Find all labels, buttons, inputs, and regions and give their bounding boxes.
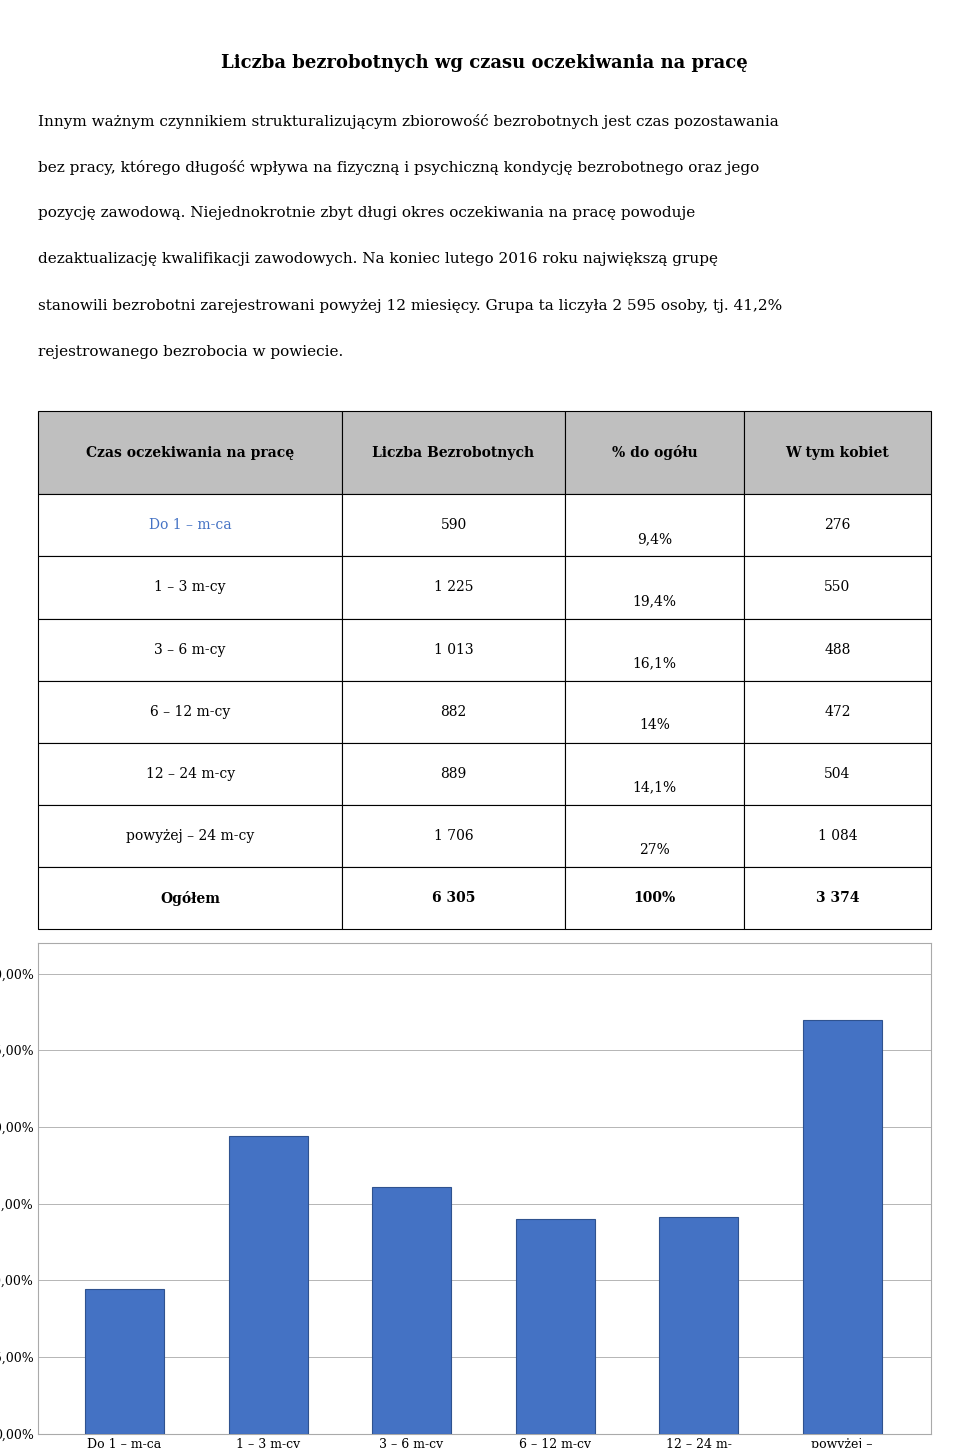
Bar: [372, 1187, 451, 1434]
Text: 19,4%: 19,4%: [633, 594, 677, 608]
Text: Czas oczekiwania na pracę: Czas oczekiwania na pracę: [86, 446, 294, 460]
Bar: [38, 805, 342, 867]
Text: 27%: 27%: [639, 843, 670, 857]
Bar: [38, 618, 342, 681]
Bar: [38, 411, 342, 494]
Bar: [744, 618, 931, 681]
Text: rejestrowanego bezrobocia w powiecie.: rejestrowanego bezrobocia w powiecie.: [38, 345, 344, 359]
Text: Liczba bezrobotnych wg czasu oczekiwania na pracę: Liczba bezrobotnych wg czasu oczekiwania…: [222, 54, 748, 72]
Bar: [342, 556, 565, 618]
Bar: [744, 681, 931, 743]
Bar: [228, 1137, 307, 1434]
Text: W tym kobiet: W tym kobiet: [785, 446, 889, 460]
Text: 488: 488: [825, 643, 851, 656]
Bar: [744, 743, 931, 805]
Bar: [565, 681, 744, 743]
Bar: [565, 618, 744, 681]
Bar: [342, 618, 565, 681]
Text: 14,1%: 14,1%: [633, 780, 677, 795]
Bar: [342, 494, 565, 556]
Bar: [342, 411, 565, 494]
Text: 889: 889: [441, 767, 467, 780]
Text: 590: 590: [441, 518, 467, 533]
Bar: [342, 681, 565, 743]
Text: Ogółem: Ogółem: [160, 891, 220, 905]
Text: dezaktualizację kwalifikacji zawodowych. Na koniec lutego 2016 roku największą g: dezaktualizację kwalifikacji zawodowych.…: [38, 252, 718, 266]
Text: 1 013: 1 013: [434, 643, 473, 656]
Text: stanowili bezrobotni zarejestrowani powyżej 12 miesięcy. Grupa ta liczyła 2 595 : stanowili bezrobotni zarejestrowani powy…: [38, 298, 782, 313]
Bar: [342, 805, 565, 867]
Text: pozycję zawodową. Niejednokrotnie zbyt długi okres oczekiwania na pracę powoduje: pozycję zawodową. Niejednokrotnie zbyt d…: [38, 207, 696, 220]
Text: 3 374: 3 374: [816, 891, 859, 905]
Bar: [744, 411, 931, 494]
Bar: [803, 1019, 881, 1434]
Text: 6 – 12 m-cy: 6 – 12 m-cy: [150, 705, 230, 718]
Text: powyżej – 24 m-cy: powyżej – 24 m-cy: [126, 830, 254, 843]
Text: 3 – 6 m-cy: 3 – 6 m-cy: [155, 643, 226, 656]
Bar: [38, 494, 342, 556]
Bar: [342, 867, 565, 930]
Bar: [38, 867, 342, 930]
Bar: [38, 556, 342, 618]
Bar: [744, 805, 931, 867]
Text: 1 225: 1 225: [434, 581, 473, 595]
Text: Innym ważnym czynnikiem strukturalizującym zbiorowość bezrobotnych jest czas poz: Innym ważnym czynnikiem strukturalizując…: [38, 114, 780, 129]
Text: 882: 882: [441, 705, 467, 718]
Text: % do ogółu: % do ogółu: [612, 446, 697, 460]
Bar: [342, 743, 565, 805]
Text: 276: 276: [825, 518, 851, 533]
Bar: [565, 556, 744, 618]
Text: 504: 504: [825, 767, 851, 780]
Text: 1 084: 1 084: [818, 830, 857, 843]
Bar: [85, 1289, 164, 1434]
Bar: [565, 805, 744, 867]
Text: 16,1%: 16,1%: [633, 656, 677, 670]
Text: Do 1 – m-ca: Do 1 – m-ca: [149, 518, 231, 533]
Bar: [516, 1219, 594, 1434]
Text: 550: 550: [825, 581, 851, 595]
Bar: [744, 556, 931, 618]
Text: 100%: 100%: [634, 891, 676, 905]
Bar: [565, 867, 744, 930]
Text: 472: 472: [825, 705, 851, 718]
Text: 1 706: 1 706: [434, 830, 473, 843]
Text: 12 – 24 m-cy: 12 – 24 m-cy: [146, 767, 235, 780]
Text: bez pracy, którego długość wpływa na fizyczną i psychiczną kondycję bezrobotnego: bez pracy, którego długość wpływa na fiz…: [38, 161, 759, 175]
Bar: [744, 494, 931, 556]
Text: Liczba Bezrobotnych: Liczba Bezrobotnych: [372, 446, 535, 460]
Bar: [565, 494, 744, 556]
Bar: [565, 743, 744, 805]
Bar: [38, 681, 342, 743]
Text: 1 – 3 m-cy: 1 – 3 m-cy: [155, 581, 226, 595]
Bar: [565, 411, 744, 494]
Text: 9,4%: 9,4%: [636, 531, 672, 546]
Bar: [744, 867, 931, 930]
Bar: [38, 743, 342, 805]
Text: 6 305: 6 305: [432, 891, 475, 905]
Text: 14%: 14%: [639, 718, 670, 733]
Bar: [660, 1218, 738, 1434]
